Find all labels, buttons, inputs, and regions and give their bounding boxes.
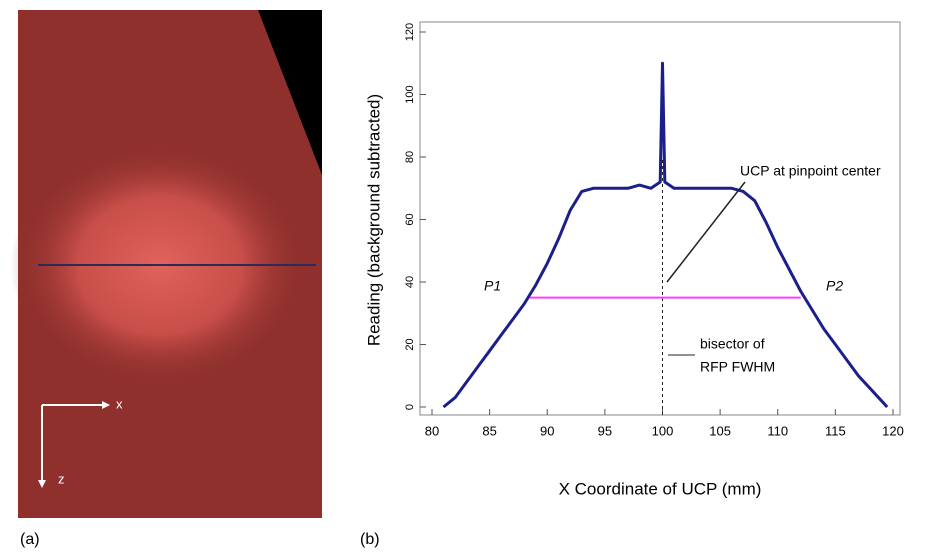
panel-label: (a) bbox=[20, 531, 40, 548]
annotation: P2 bbox=[826, 278, 843, 294]
annotation: RFP FWHM bbox=[700, 359, 775, 375]
x-axis-label: X Coordinate of UCP (mm) bbox=[559, 479, 762, 498]
plot-frame bbox=[420, 22, 900, 415]
y-tick-label: 120 bbox=[404, 23, 416, 41]
annotation: P1 bbox=[484, 278, 501, 294]
x-tick-label: 110 bbox=[767, 423, 788, 438]
y-axis-label: Reading (background subtracted) bbox=[364, 94, 383, 346]
y-tick-label: 0 bbox=[404, 404, 416, 410]
page: {"image_panel": {"label": "(a)", "x_arro… bbox=[0, 0, 938, 553]
annotation: UCP at pinpoint center bbox=[740, 163, 881, 179]
x-tick-label: 105 bbox=[709, 423, 731, 438]
annotation: bisector of bbox=[700, 336, 765, 352]
x-tick-label: 95 bbox=[598, 423, 612, 438]
annotation-arrow bbox=[667, 182, 745, 282]
y-tick-label: 20 bbox=[404, 338, 416, 350]
figure: x z (a) (b) 0 20 40 60 80 100 120 80 85 90 95 100 10… bbox=[0, 0, 938, 553]
x-arrow-label: x bbox=[116, 396, 123, 411]
data-line bbox=[444, 63, 888, 407]
y-tick-label: 60 bbox=[404, 213, 416, 225]
x-tick-label: 115 bbox=[825, 423, 846, 438]
chart: (b) 0 20 40 60 80 100 120 80 85 90 95 100 105 110 115 1… bbox=[360, 22, 904, 548]
image-panel: x z (a) bbox=[10, 10, 322, 548]
x-tick-label: 120 bbox=[882, 423, 904, 438]
y-tick-label: 40 bbox=[404, 276, 416, 288]
z-arrow-label: z bbox=[58, 471, 65, 486]
x-tick-label: 90 bbox=[540, 423, 554, 438]
y-tick-label: 100 bbox=[404, 85, 416, 103]
x-tick-label: 80 bbox=[425, 423, 439, 438]
x-tick-label: 100 bbox=[652, 423, 674, 438]
panel-label: (b) bbox=[360, 531, 380, 548]
y-tick-label: 80 bbox=[404, 151, 416, 163]
x-tick-label: 85 bbox=[482, 423, 496, 438]
